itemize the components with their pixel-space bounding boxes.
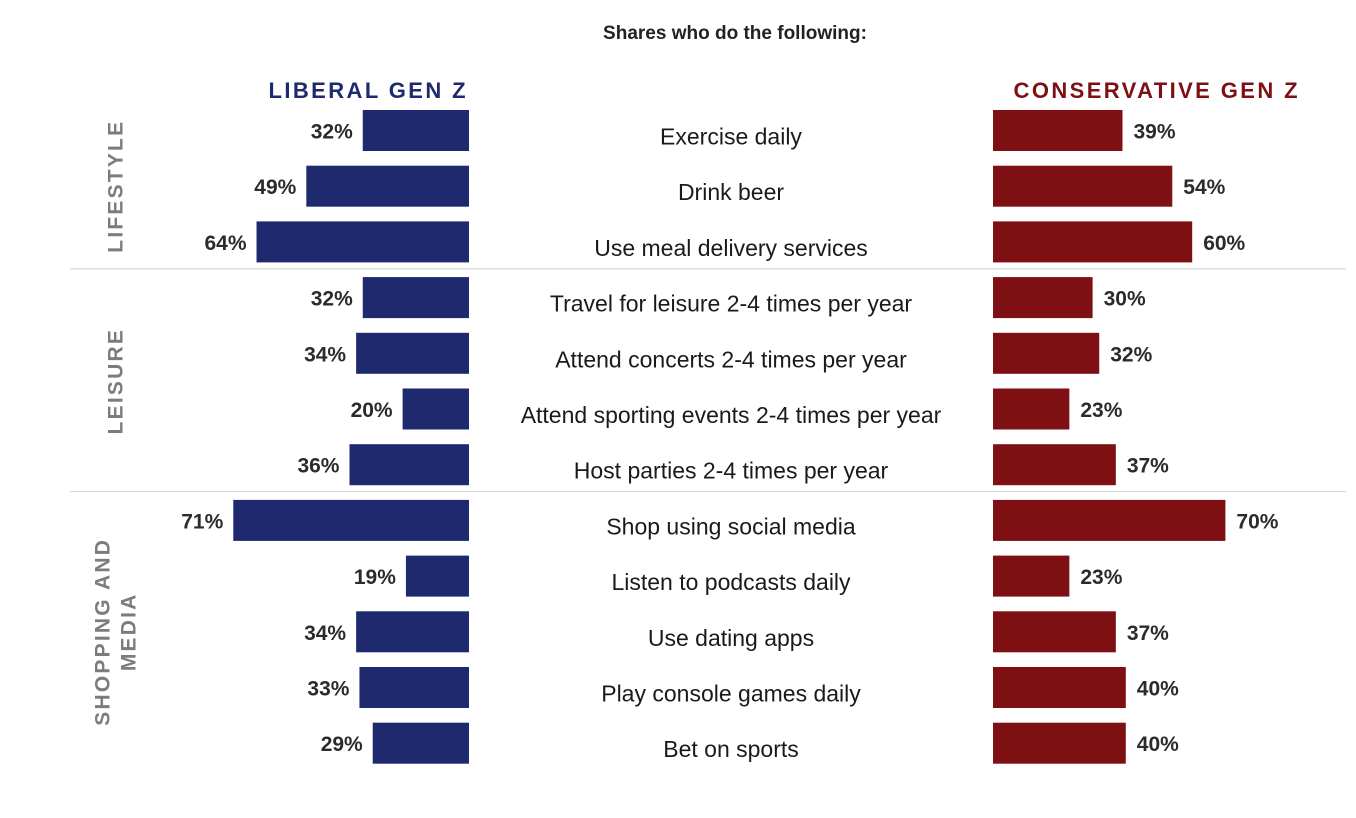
value-label-liberal: 34%	[304, 343, 346, 366]
value-label-conservative: 23%	[1080, 566, 1122, 589]
category-label: Use dating apps	[648, 625, 814, 651]
value-label-liberal: 19%	[354, 566, 396, 589]
category-label: Attend concerts 2-4 times per year	[555, 346, 907, 372]
bar-conservative	[993, 555, 1070, 597]
value-label-liberal: 71%	[181, 510, 223, 533]
category-label: Use meal delivery services	[594, 235, 868, 261]
bar-conservative	[993, 110, 1123, 151]
bar-liberal	[349, 444, 469, 486]
bar-liberal	[405, 555, 469, 597]
bar-liberal	[362, 110, 469, 151]
value-label-conservative: 37%	[1127, 622, 1169, 645]
value-label-liberal: 20%	[351, 399, 393, 422]
section-label: SHOPPING AND	[92, 538, 115, 726]
value-label-conservative: 37%	[1127, 455, 1169, 478]
section-label: LEISURE	[105, 328, 128, 434]
bar-conservative	[993, 667, 1126, 708]
value-label-conservative: 23%	[1080, 399, 1122, 422]
bar-liberal	[362, 277, 469, 319]
section-label: LIFESTYLE	[105, 120, 128, 253]
value-label-liberal: 32%	[311, 121, 353, 144]
category-label: Exercise daily	[660, 124, 802, 150]
bar-conservative	[993, 332, 1100, 374]
bar-conservative	[993, 277, 1093, 319]
value-label-liberal: 29%	[321, 733, 363, 756]
value-label-conservative: 70%	[1236, 510, 1278, 533]
value-label-conservative: 60%	[1203, 232, 1245, 255]
chart-subtitle: Shares who do the following:	[603, 23, 867, 44]
category-label: Host parties 2-4 times per year	[574, 458, 889, 484]
value-label-conservative: 40%	[1137, 733, 1179, 756]
value-label-liberal: 64%	[204, 232, 246, 255]
bar-liberal	[372, 722, 469, 764]
category-label: Listen to podcasts daily	[611, 569, 851, 595]
value-label-conservative: 39%	[1133, 121, 1175, 144]
category-label: Shop using social media	[606, 513, 856, 539]
value-label-liberal: 49%	[254, 176, 296, 199]
value-label-conservative: 40%	[1137, 678, 1179, 701]
bar-liberal	[356, 332, 469, 374]
bar-liberal	[233, 499, 469, 541]
bar-liberal	[356, 611, 469, 653]
value-label-liberal: 32%	[311, 288, 353, 311]
value-label-liberal: 36%	[297, 455, 339, 478]
bar-liberal	[359, 667, 469, 708]
bar-conservative	[993, 444, 1116, 486]
bar-conservative	[993, 722, 1126, 764]
value-label-liberal: 34%	[304, 622, 346, 645]
value-label-liberal: 33%	[307, 678, 349, 701]
value-label-conservative: 54%	[1183, 176, 1225, 199]
bar-conservative	[993, 388, 1070, 430]
bar-liberal	[402, 388, 469, 430]
bar-conservative	[993, 611, 1116, 653]
bar-conservative	[993, 165, 1173, 207]
series-header-liberal: LIBERAL GEN Z	[269, 78, 468, 103]
category-label: Play console games daily	[601, 681, 861, 707]
section-label: MEDIA	[118, 592, 141, 671]
category-label: Drink beer	[678, 179, 784, 205]
value-label-conservative: 32%	[1110, 343, 1152, 366]
bar-conservative	[993, 499, 1226, 541]
bar-conservative	[993, 221, 1193, 263]
category-label: Bet on sports	[663, 736, 799, 762]
category-label: Travel for leisure 2-4 times per year	[550, 291, 913, 317]
bar-liberal	[256, 221, 469, 263]
series-header-conservative: CONSERVATIVE GEN Z	[1014, 78, 1300, 103]
bar-liberal	[306, 165, 469, 207]
value-label-conservative: 30%	[1104, 288, 1146, 311]
category-label: Attend sporting events 2-4 times per yea…	[521, 402, 942, 428]
